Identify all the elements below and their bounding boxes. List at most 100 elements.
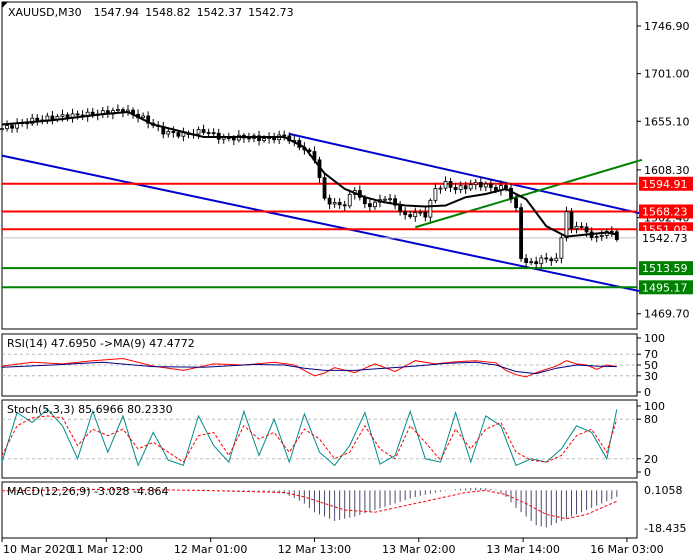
candle-body xyxy=(569,211,574,230)
macd-body: 0.1058 -18.435 xyxy=(1,484,686,535)
candle-body xyxy=(146,115,151,124)
candle-body xyxy=(171,131,176,133)
price-header: XAUUSD,M30 1547.94 1548.82 1542.37 1542.73 xyxy=(8,6,294,19)
candle-body xyxy=(201,129,206,133)
rsi-legend: RSI(14) 47.6950 ->MA(9) 47.4772 xyxy=(7,337,195,350)
candle-body xyxy=(453,186,458,191)
candle-body xyxy=(549,258,554,262)
x-tick-label: 13 Mar 14:00 xyxy=(486,543,559,556)
candle-body xyxy=(529,261,534,264)
candle-body xyxy=(388,198,392,201)
candle-body xyxy=(614,231,619,240)
candle-body xyxy=(337,202,342,206)
rsi-y-tick-label: 70 xyxy=(644,348,658,361)
candle-body xyxy=(0,128,4,131)
candle-body xyxy=(564,211,569,239)
candle-body xyxy=(257,135,261,141)
candle-body xyxy=(579,226,584,228)
candle-body xyxy=(327,197,332,205)
candle-body xyxy=(443,181,448,189)
candle-body xyxy=(398,204,403,213)
moving-average-line xyxy=(1,110,617,238)
candle-body xyxy=(262,138,266,141)
candle-body xyxy=(609,230,614,233)
candle-body xyxy=(322,177,327,199)
candle-body xyxy=(383,198,387,201)
candle-body xyxy=(509,187,513,200)
level-label-box xyxy=(639,176,693,191)
candle-body xyxy=(539,257,544,265)
candle-body xyxy=(504,185,508,189)
price-candles xyxy=(0,104,619,269)
x-tick-label: 16 Mar 03:00 xyxy=(590,543,663,556)
price-y-tick-label: 1746.90 xyxy=(644,20,690,33)
price-y-tick-label: 1701.00 xyxy=(644,68,690,81)
candle-body xyxy=(413,212,418,218)
candle-body xyxy=(559,237,564,259)
candle-body xyxy=(463,185,468,190)
candle-body xyxy=(594,236,599,238)
channel-upper-line xyxy=(289,132,643,215)
candle-body xyxy=(211,132,216,135)
candle-body xyxy=(483,183,488,188)
current-price-label: 1542.73 xyxy=(642,232,688,245)
candle-body xyxy=(10,125,14,129)
candle-body xyxy=(438,187,443,190)
x-tick-label: 12 Mar 13:00 xyxy=(278,543,351,556)
level-label-box xyxy=(639,261,693,276)
level-label: 1513.59 xyxy=(642,262,688,275)
price-y-tick-label: 1469.70 xyxy=(644,308,690,321)
candle-body xyxy=(181,132,186,137)
candle-body xyxy=(206,132,211,134)
candle-body xyxy=(599,234,604,237)
price-y-tick-label: 1655.10 xyxy=(644,115,690,128)
level-label-box xyxy=(639,204,693,219)
candle-body xyxy=(468,184,473,190)
header-triangle-icon xyxy=(2,2,8,8)
stoch-y-tick-label: 100 xyxy=(644,400,665,413)
candle-body xyxy=(367,203,372,208)
candle-body xyxy=(433,188,438,201)
price-y-axis: 1746.901701.001655.101608.301562.401469.… xyxy=(637,20,690,321)
candle-body xyxy=(196,129,201,135)
rsi-y-tick-label: 30 xyxy=(644,370,658,383)
rsi-series-line xyxy=(1,361,617,375)
rsi-y-tick-label: 0 xyxy=(644,386,651,399)
candle-body xyxy=(141,115,146,119)
candle-body xyxy=(231,137,236,141)
candle-body xyxy=(423,211,428,218)
x-tick-label: 10 Mar 2020 xyxy=(3,543,73,556)
candle-body xyxy=(448,181,453,188)
candle-body xyxy=(332,202,337,205)
price-lines xyxy=(1,132,643,293)
price-y-tick-label: 1608.30 xyxy=(644,164,690,177)
stoch-y-tick-label: 80 xyxy=(644,413,658,426)
macd-legend: MACD(12,26,9) -3.028 -4.864 xyxy=(7,485,168,498)
stoch-y-tick-label: 0 xyxy=(644,466,651,479)
candle-body xyxy=(519,207,523,259)
candle-body xyxy=(403,211,408,216)
candle-body xyxy=(347,193,352,207)
candle-body xyxy=(247,137,251,140)
candle-body xyxy=(514,198,518,209)
macd-y-tick-label: 0.1058 xyxy=(644,484,683,497)
candle-body xyxy=(282,134,287,137)
candle-body xyxy=(393,198,397,206)
candle-body xyxy=(584,226,589,233)
x-tick-label: 11 Mar 12:00 xyxy=(70,543,143,556)
stoch-series-line xyxy=(1,415,618,463)
price-level-labels: 1594.911568.231551.081513.591495.171542.… xyxy=(639,176,693,295)
candle-body xyxy=(5,125,9,130)
candle-body xyxy=(60,114,65,117)
support-trend-line xyxy=(414,158,643,229)
macd-y-tick-label: -18.435 xyxy=(644,522,686,535)
candle-body xyxy=(574,226,579,230)
candle-body xyxy=(493,187,498,191)
rsi-y-tick-label: 50 xyxy=(644,359,658,372)
candle-body xyxy=(488,183,493,188)
stoch-series-line xyxy=(1,408,618,467)
x-tick-label: 13 Mar 02:00 xyxy=(382,543,455,556)
